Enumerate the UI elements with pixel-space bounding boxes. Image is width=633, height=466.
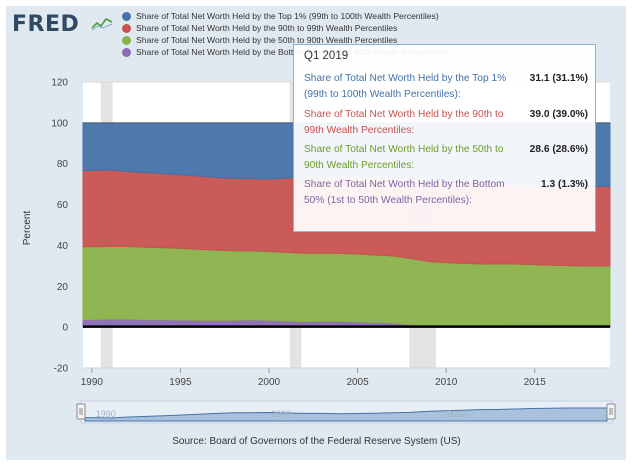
y-tick-label: 60 [57,200,69,211]
x-tick-label: 2015 [524,377,547,388]
data-tooltip: Q1 2019 Share of Total Net Worth Held by… [293,44,596,232]
tooltip-row-bottom-50: Share of Total Net Worth Held by the Bot… [304,177,588,227]
y-axis-label: Percent [22,211,33,246]
source-note: Source: Board of Governors of the Federa… [172,436,461,447]
y-tick-label: 40 [57,241,69,252]
legend-item-50-90[interactable]: Share of Total Net Worth Held by the 50t… [122,34,447,46]
x-tick-label: 2000 [258,377,281,388]
tooltip-label: Share of Total Net Worth Held by the Bot… [304,179,505,206]
tooltip-value: 1.3 (1.3%) [541,179,588,190]
legend-swatch [122,24,131,33]
navigator-handle-right[interactable] [606,403,616,420]
tooltip-value: 28.6 (28.6%) [529,144,588,155]
legend-label: Share of Total Net Worth Held by the 50t… [136,35,398,45]
tooltip-label: Share of Total Net Worth Held by the 50t… [304,144,504,171]
y-axis-ticks: -20 0 20 40 60 80 100 120 [51,78,68,375]
y-tick-label: 80 [57,159,69,170]
fred-logo[interactable]: FRED [12,12,80,37]
tooltip-value: 31.1 (31.1%) [529,73,588,84]
legend-item-bottom-50[interactable]: Share of Total Net Worth Held by the Bot… [122,46,447,58]
y-tick-label: 120 [51,78,68,89]
navigator-tick-label: 2000 [271,409,291,419]
legend-swatch [122,36,131,45]
tooltip-title: Q1 2019 [304,50,349,62]
legend-swatch [122,12,131,21]
chart-legend: Share of Total Net Worth Held by the Top… [122,10,447,58]
navigator-tick-label: 1990 [96,409,116,419]
legend-item-90-99[interactable]: Share of Total Net Worth Held by the 90t… [122,22,447,34]
y-tick-label: 20 [57,282,69,293]
tooltip-row-top-1: Share of Total Net Worth Held by the Top… [304,71,588,105]
navigator-handle-left[interactable] [76,403,86,420]
x-tick-label: 1990 [81,377,104,388]
x-tick-label: 2010 [435,377,458,388]
legend-label: Share of Total Net Worth Held by the Top… [136,11,439,21]
navigator-series: 1990 2000 2010 [84,407,608,422]
tooltip-value: 39.0 (39.0%) [529,109,588,120]
tooltip-label: Share of Total Net Worth Held by the Top… [304,73,507,100]
x-axis-ticks: 1990 1995 2000 2005 2010 2015 [81,368,547,388]
y-tick-label: -20 [54,364,69,375]
legend-label: Share of Total Net Worth Held by the 90t… [136,23,398,33]
tooltip-row-90-99: Share of Total Net Worth Held by the 90t… [304,107,588,141]
y-tick-label: 0 [62,323,68,334]
legend-swatch [122,48,131,57]
y-tick-label: 100 [51,118,68,129]
navigator-tick-label: 2010 [447,409,467,419]
x-tick-label: 2005 [346,377,369,388]
fred-logo-graph-icon [90,14,114,32]
legend-item-top-1[interactable]: Share of Total Net Worth Held by the Top… [122,10,447,22]
legend-label: Share of Total Net Worth Held by the Bot… [136,47,447,57]
tooltip-label: Share of Total Net Worth Held by the 90t… [304,109,504,136]
tooltip-row-50-90: Share of Total Net Worth Held by the 50t… [304,142,588,176]
x-tick-label: 1995 [169,377,192,388]
navigator-area [84,407,608,422]
